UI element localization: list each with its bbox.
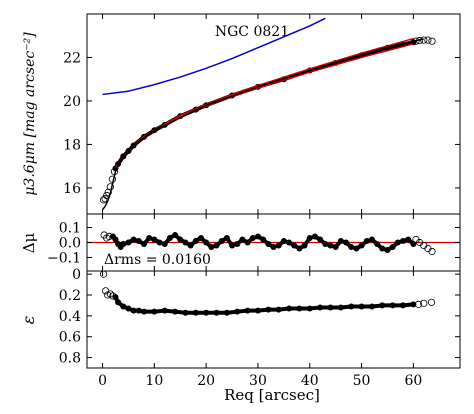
outlier-point <box>428 247 436 256</box>
outlier-point <box>427 298 436 306</box>
y-tick-label-sb: 16 <box>63 181 81 197</box>
x-tick-label: 20 <box>197 373 215 389</box>
panel-frame-ell <box>86 270 461 369</box>
ellipticity-panel: 0 0.2 0.4 0.6 0.8 0 10 20 30 40 50 60 <box>59 267 460 389</box>
y-tick-label-sb: 18 <box>63 137 81 153</box>
total-model-line <box>101 38 424 211</box>
model-line <box>114 43 414 169</box>
y-axis-label-res: Δμ <box>20 232 38 253</box>
outlier-point <box>428 37 436 45</box>
data-point-band <box>113 40 416 171</box>
x-tick-label: 40 <box>301 373 319 389</box>
outlier-point <box>414 300 423 308</box>
y-tick-label-res: 0.0 <box>59 236 81 252</box>
outlier-point <box>105 232 113 241</box>
x-axis-label: Req [arcsec] <box>224 386 320 404</box>
y-tick-label-ell: 0.6 <box>59 330 81 346</box>
data-point-band <box>110 233 416 252</box>
outlier-point <box>106 290 114 298</box>
y-tick-label-ell: 0.4 <box>59 309 81 325</box>
residuals-panel: −0.10.00.1 <box>47 214 460 271</box>
model-line <box>114 37 414 169</box>
x-tick-label: 30 <box>249 373 267 389</box>
x-tick-label: 0 <box>98 373 107 389</box>
outlier-point <box>424 36 432 44</box>
y-tick-label-ell: 0.8 <box>59 351 81 367</box>
x-tick-label: 60 <box>404 373 422 389</box>
x-tick-label: 10 <box>145 373 163 389</box>
chart-title: NGC 0821 <box>215 24 289 40</box>
y-tick-label-res: −0.1 <box>47 251 81 267</box>
model-line <box>114 40 414 169</box>
y-tick-label-ell: 0.2 <box>59 288 81 304</box>
y-axis-label-sb: μ3.6μm [mag arcsec⁻²] <box>22 32 38 196</box>
outlier-point <box>106 183 114 191</box>
component-line <box>102 17 326 96</box>
y-axis-label-ell: ε <box>19 316 38 325</box>
rms-annotation: Δrms = 0.0160 <box>104 252 211 268</box>
outlier-point <box>109 292 117 300</box>
x-tick-label: 50 <box>353 373 371 389</box>
surface-brightness-panel: 16 18 20 22 <box>63 14 460 214</box>
y-tick-label-res: 0.1 <box>59 221 81 237</box>
y-tick-label-sb: 20 <box>63 94 81 110</box>
outlier-point <box>420 299 428 307</box>
y-tick-label-sb: 22 <box>63 50 81 66</box>
data-point-band <box>113 295 416 315</box>
y-tick-label-ell: 0 <box>72 267 81 283</box>
outlier-point <box>99 271 108 278</box>
